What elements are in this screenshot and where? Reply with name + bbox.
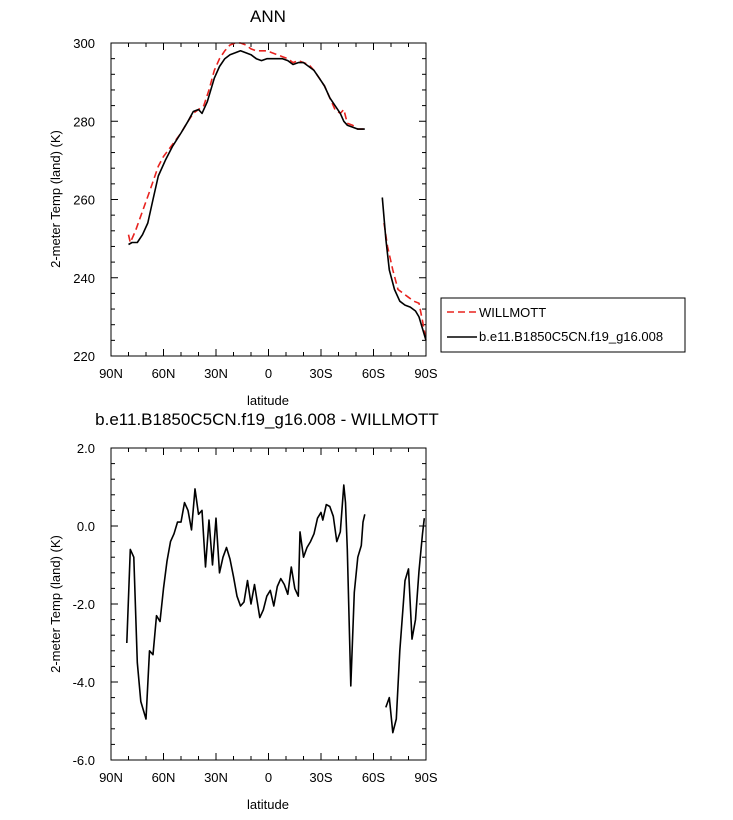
bottom-chart-title: b.e11.B1850C5CN.f19_g16.008 - WILLMOTT	[95, 410, 439, 429]
top-chart-plot-frame	[110, 42, 427, 357]
bottom-chart-y-tick-label: 0.0	[77, 519, 95, 534]
legend-label-model: b.e11.B1850C5CN.f19_g16.008	[479, 329, 663, 344]
bottom-chart-lines	[126, 484, 426, 734]
bottom-chart-plot-frame	[110, 447, 427, 761]
bottom-chart-x-tick-label: 0	[265, 770, 272, 785]
legend-label-willmott: WILLMOTT	[479, 305, 546, 320]
bottom-chart-x-axis-label: latitude	[247, 797, 289, 812]
top-chart-x-tick-label: 30N	[204, 366, 228, 381]
top-chart-y-tick-label: 220	[73, 349, 95, 364]
top-chart: ANN 2-meter Temp (land) (K) latitude 90N…	[48, 7, 438, 408]
bottom-chart-y-tick-label: 2.0	[77, 441, 95, 456]
bottom-chart-x-tick-label: 90N	[99, 770, 123, 785]
bottom-chart-y-tick-label: -2.0	[73, 597, 95, 612]
top-chart-x-tick-label: 60N	[152, 366, 176, 381]
top-chart-series-1-line	[381, 197, 427, 341]
legend-box	[440, 297, 686, 353]
legend: WILLMOTT b.e11.B1850C5CN.f19_g16.008	[440, 297, 686, 353]
top-chart-series-0-line	[127, 42, 365, 244]
bottom-chart-y-tick-label: -6.0	[73, 753, 95, 768]
bottom-chart: b.e11.B1850C5CN.f19_g16.008 - WILLMOTT 2…	[48, 410, 439, 812]
bottom-chart-ticks: 90N 60N 30N 0 30S 60S 90S -6.0 -4.0 -2.0 0.0 2.0	[73, 441, 438, 785]
bottom-chart-x-tick-label: 60S	[362, 770, 385, 785]
top-chart-y-tick-label: 260	[73, 193, 95, 208]
top-chart-series-0-line	[383, 222, 427, 341]
top-chart-x-tick-label: 90S	[414, 366, 437, 381]
top-chart-y-tick-label: 300	[73, 36, 95, 51]
bottom-chart-x-tick-label: 90S	[414, 770, 437, 785]
top-chart-x-tick-label: 60S	[362, 366, 385, 381]
top-chart-x-tick-label: 30S	[309, 366, 332, 381]
top-chart-lines	[127, 42, 427, 341]
top-chart-title: ANN	[250, 7, 286, 26]
top-chart-series-1-line	[128, 49, 365, 246]
bottom-chart-y-axis-label: 2-meter Temp (land) (K)	[48, 535, 63, 673]
bottom-chart-y-tick-label: -4.0	[73, 675, 95, 690]
bottom-chart-series-0-line	[126, 484, 366, 720]
bottom-chart-series-0-line	[385, 518, 426, 734]
top-chart-x-axis-label: latitude	[247, 393, 289, 408]
top-chart-y-tick-label: 240	[73, 271, 95, 286]
bottom-chart-x-tick-label: 30N	[204, 770, 228, 785]
top-chart-ticks: 90N 60N 30N 0 30S 60S 90S 220 240 260 280 300	[73, 36, 438, 381]
top-chart-y-tick-label: 280	[73, 114, 95, 129]
bottom-chart-x-tick-label: 60N	[152, 770, 176, 785]
top-chart-x-tick-label: 0	[265, 366, 272, 381]
top-chart-x-tick-label: 90N	[99, 366, 123, 381]
bottom-chart-x-tick-label: 30S	[309, 770, 332, 785]
top-chart-y-axis-label: 2-meter Temp (land) (K)	[48, 130, 63, 268]
